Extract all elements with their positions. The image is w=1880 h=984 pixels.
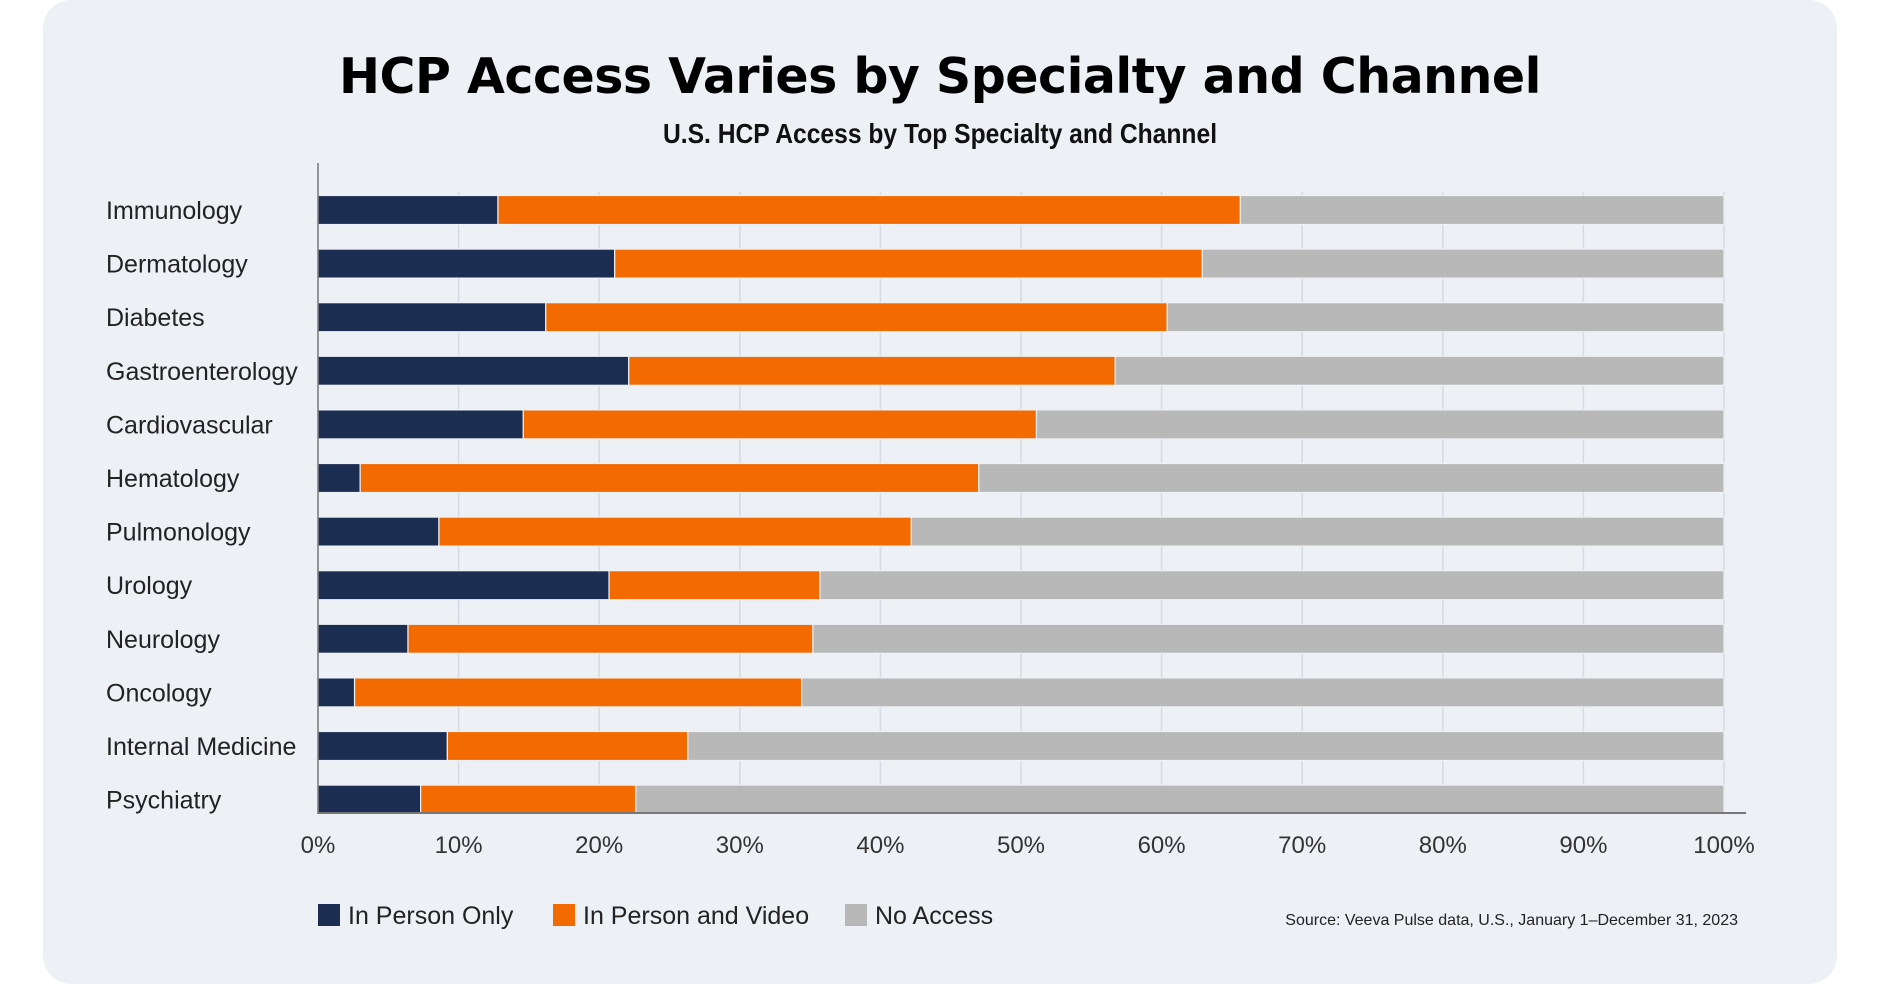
bar-in-person-and-video (420, 784, 637, 815)
x-tick-label: 80% (1419, 832, 1467, 859)
bar-no-access (978, 462, 1725, 494)
bar-in-person-only (317, 248, 616, 279)
bar-in-person-only (317, 409, 524, 440)
x-tick-label: 90% (1559, 832, 1607, 859)
x-tick-label: 20% (575, 832, 623, 859)
bar-in-person-and-video (522, 409, 1038, 440)
legend-label: In Person and Video (583, 902, 809, 930)
legend-swatch (845, 904, 867, 926)
bar-in-person-and-video (545, 302, 1168, 333)
bar-no-access (812, 623, 1725, 654)
bar-no-access (910, 516, 1725, 547)
bar-in-person-only (317, 462, 361, 494)
category-label: Dermatology (106, 251, 248, 279)
category-label: Urology (106, 572, 193, 600)
bar-in-person-only (317, 302, 547, 333)
bar-in-person-and-video (407, 623, 814, 654)
bar-no-access (1166, 302, 1725, 333)
chart-title: HCP Access Varies by Specialty and Chann… (339, 48, 1541, 105)
bar-in-person-only (317, 516, 440, 547)
bar-in-person-only (317, 677, 356, 708)
x-tick-label: 10% (435, 832, 483, 859)
bar-no-access (1035, 409, 1725, 440)
bar-in-person-and-video (446, 730, 689, 762)
bar-no-access (801, 677, 1725, 708)
bar-in-person-only (317, 570, 610, 601)
legend-label: No Access (875, 902, 993, 930)
source-note: Source: Veeva Pulse data, U.S., January … (1285, 912, 1738, 929)
bar-in-person-and-video (359, 462, 980, 494)
category-label: Neurology (106, 626, 220, 654)
bar-in-person-only (317, 730, 448, 762)
category-label: Oncology (106, 679, 212, 707)
legend-swatch (553, 904, 575, 926)
legend-label: In Person Only (348, 902, 514, 930)
bar-in-person-and-video (438, 516, 912, 547)
x-tick-label: 40% (856, 832, 904, 859)
bar-in-person-and-video (353, 677, 803, 708)
bar-no-access (687, 730, 1725, 762)
x-tick-label: 0% (301, 832, 336, 859)
bar-in-person-only (317, 194, 499, 226)
x-tick-label: 60% (1138, 832, 1186, 859)
category-label: Internal Medicine (106, 733, 296, 761)
category-label: Gastroenterology (106, 358, 298, 386)
category-label: Immunology (106, 197, 243, 225)
bar-in-person-and-video (628, 355, 1116, 386)
bar-in-person-only (317, 784, 422, 815)
x-tick-label: 50% (997, 832, 1045, 859)
category-label: Hematology (106, 465, 240, 493)
chart-subtitle: U.S. HCP Access by Top Specialty and Cha… (662, 118, 1218, 149)
category-label: Diabetes (106, 304, 205, 332)
legend-swatch (318, 904, 340, 926)
bar-no-access (1201, 248, 1725, 279)
x-tick-label: 70% (1278, 832, 1326, 859)
bar-in-person-only (317, 355, 630, 386)
bar-no-access (819, 570, 1725, 601)
bar-no-access (635, 784, 1725, 815)
bar-in-person-and-video (608, 570, 821, 601)
bar-no-access (1114, 355, 1725, 386)
bar-no-access (1239, 194, 1725, 226)
x-tick-label: 30% (716, 832, 764, 859)
bar-in-person-only (317, 623, 409, 654)
bar-in-person-and-video (497, 194, 1241, 226)
category-label: Cardiovascular (106, 411, 273, 439)
x-tick-label: 100% (1693, 832, 1754, 859)
bar-in-person-and-video (614, 248, 1203, 279)
category-label: Pulmonology (106, 519, 251, 547)
category-label: Psychiatry (106, 787, 222, 815)
